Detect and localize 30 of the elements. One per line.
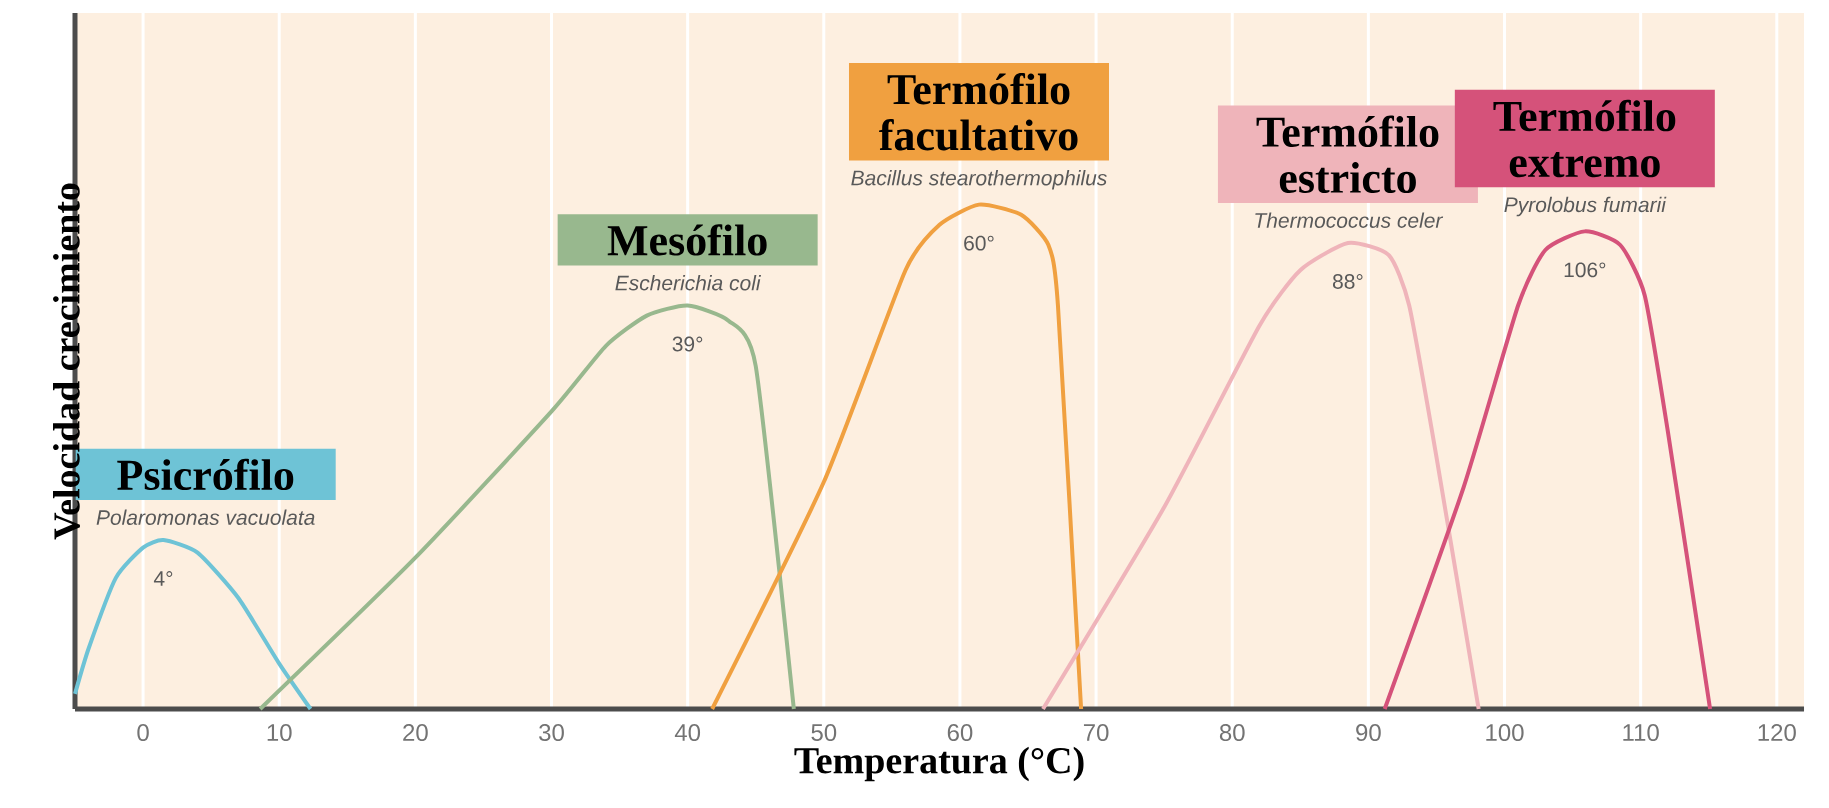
annotation: 4° xyxy=(153,571,173,586)
x-tick-label: 40 xyxy=(674,724,701,742)
annotation: 106° xyxy=(1564,262,1606,278)
series-label: Psicrófilo xyxy=(117,458,294,491)
annotation: Polaromonas vacuolata xyxy=(96,509,315,525)
text: Bacillus stearothermophilus xyxy=(851,170,1107,190)
series-label: Mesófilo xyxy=(607,224,767,256)
x-tick-label: 0 xyxy=(137,724,149,742)
annotation: Escherichia coli xyxy=(615,275,762,291)
x-tick-label: 10 xyxy=(267,724,292,742)
x-tick-label: 50 xyxy=(811,724,837,742)
x-tick-label: 80 xyxy=(1219,724,1245,742)
x-tick-label: 100 xyxy=(1486,724,1524,742)
x-tick-label: 120 xyxy=(1758,724,1796,742)
x-axis-title: Temperatura (°C) xyxy=(794,746,1084,782)
x-tick-label: 60 xyxy=(947,724,973,742)
y-axis-title: Velocidad crecimiento xyxy=(53,183,80,540)
series-label: Termófilo extremo xyxy=(1493,99,1676,178)
annotation: 60° xyxy=(964,235,994,251)
x-tick-label: 30 xyxy=(539,724,564,742)
annotation: 39° xyxy=(672,336,703,352)
x-tick-label: 20 xyxy=(403,724,428,742)
series-label: Termófilo estricto xyxy=(1256,115,1439,194)
annotation: Thermococcus celer xyxy=(1255,212,1444,228)
series-label: Termófilo facultativo xyxy=(879,73,1078,151)
x-tick-label: 90 xyxy=(1356,724,1381,742)
annotation: Pyrolobus fumarii xyxy=(1504,196,1667,217)
annotation: 88° xyxy=(1332,274,1363,289)
x-tick-label: 110 xyxy=(1623,724,1659,742)
x-tick-label: 70 xyxy=(1083,724,1109,742)
